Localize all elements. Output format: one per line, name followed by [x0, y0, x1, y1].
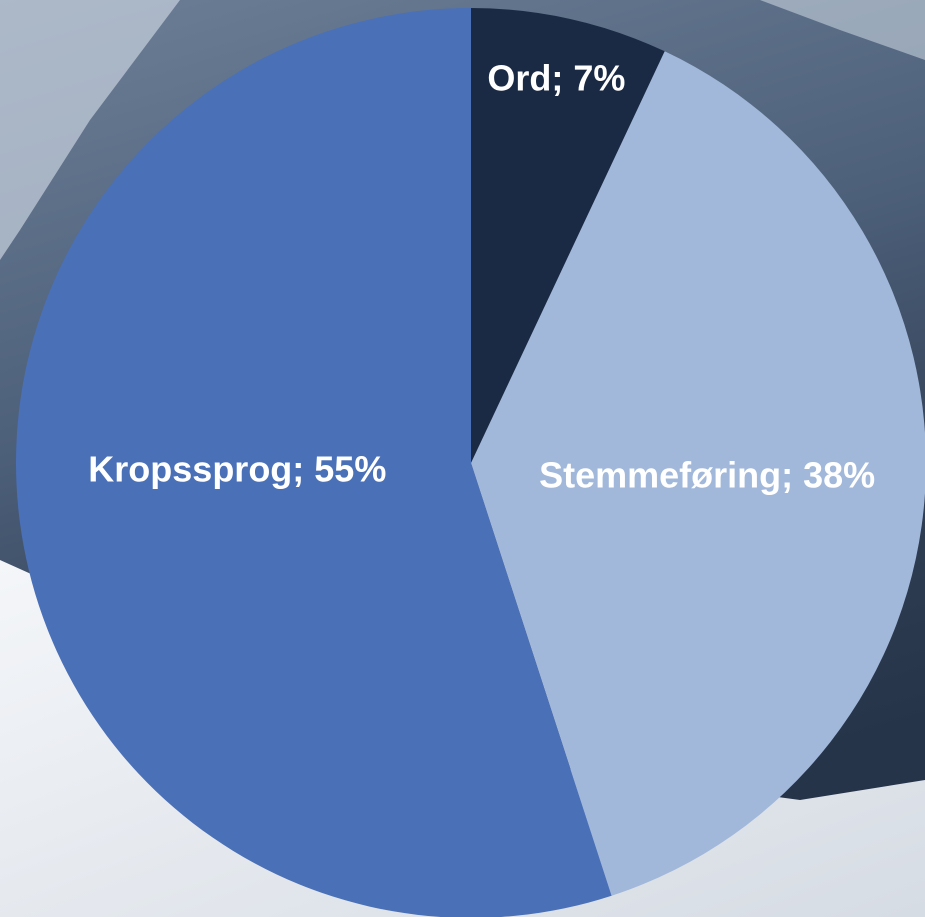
data-label: Ord; 7% [487, 58, 625, 99]
data-label: Kropssprog; 55% [88, 449, 386, 490]
data-label: Stemmeføring; 38% [539, 454, 875, 495]
pie: Ord; 7% Stemmeføring; 38% Kropssprog; 55% [16, 8, 925, 917]
chart: Ord; 7% Stemmeføring; 38% Kropssprog; 55% [0, 0, 925, 917]
